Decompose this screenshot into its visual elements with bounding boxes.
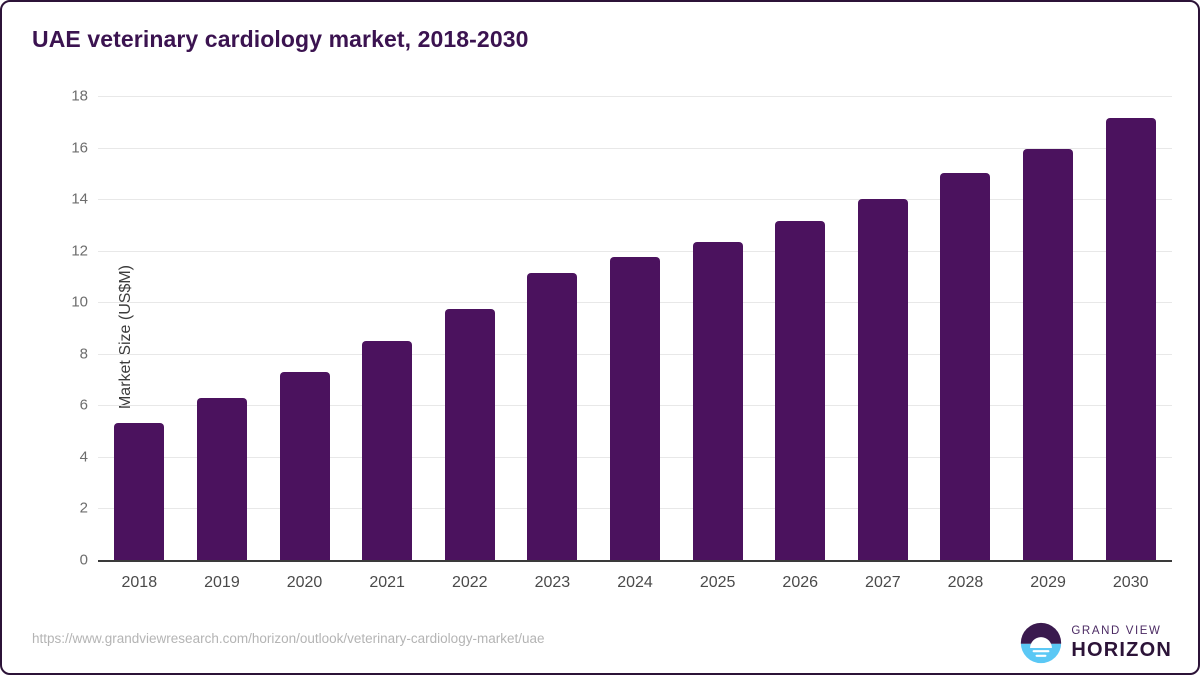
logo-text: GRAND VIEW HORIZON	[1071, 624, 1172, 662]
bar[interactable]	[940, 173, 991, 560]
logo-text-horizon: HORIZON	[1071, 639, 1172, 662]
x-tick-label: 2029	[1030, 574, 1066, 591]
y-tick-label: 12	[71, 242, 88, 260]
x-tick-label: 2018	[121, 574, 158, 591]
bar[interactable]	[1105, 117, 1156, 560]
y-tick-label: 2	[79, 499, 88, 517]
bar[interactable]	[196, 397, 247, 560]
bar[interactable]	[279, 371, 330, 560]
bar[interactable]	[444, 308, 495, 560]
bar[interactable]	[114, 423, 165, 560]
x-tick-label: 2026	[782, 574, 819, 591]
x-tick-label: 2021	[369, 574, 405, 591]
gridline	[98, 147, 1172, 149]
bar[interactable]	[362, 340, 413, 560]
x-tick-label: 2023	[534, 574, 571, 591]
y-tick-label: 16	[71, 139, 88, 157]
bar[interactable]	[775, 221, 826, 560]
bar[interactable]	[1023, 148, 1074, 560]
y-tick-label: 4	[79, 448, 88, 466]
bar[interactable]	[692, 241, 743, 560]
x-tick-label: 2019	[204, 574, 240, 591]
bar[interactable]	[527, 272, 578, 560]
y-tick-label: 14	[71, 190, 88, 208]
x-tick-label: 2022	[451, 574, 488, 591]
source-url-text: https://www.grandviewresearch.com/horizo…	[32, 631, 545, 646]
y-tick-label: 10	[71, 293, 88, 311]
x-tick-label: 2030	[1112, 574, 1149, 591]
x-tick-label: 2025	[699, 574, 736, 591]
gridline	[98, 96, 1172, 97]
bar[interactable]	[857, 199, 908, 560]
page-title: UAE veterinary cardiology market, 2018-2…	[32, 26, 529, 52]
x-tick-label: 2024	[617, 574, 653, 591]
x-tick-label: 2027	[865, 574, 901, 591]
y-tick-label: 0	[79, 551, 88, 569]
x-axis-line	[98, 560, 1172, 562]
y-tick-label: 18	[71, 87, 88, 105]
gridline	[98, 250, 1172, 252]
logo-text-grand-view: GRAND VIEW	[1071, 624, 1162, 637]
y-tick-label: 6	[79, 396, 88, 414]
gridline	[98, 199, 1172, 201]
bar[interactable]	[610, 257, 660, 560]
plot-area: 0 2 4 6 8 10 12 14 16 18	[71, 88, 1172, 569]
x-tick-label: 2028	[947, 574, 984, 591]
horizon-logo-icon	[1021, 622, 1062, 664]
y-tick-label: 8	[79, 345, 88, 363]
brand-logo: GRAND VIEW HORIZON	[1020, 622, 1172, 664]
x-tick-label: 2020	[286, 574, 323, 591]
